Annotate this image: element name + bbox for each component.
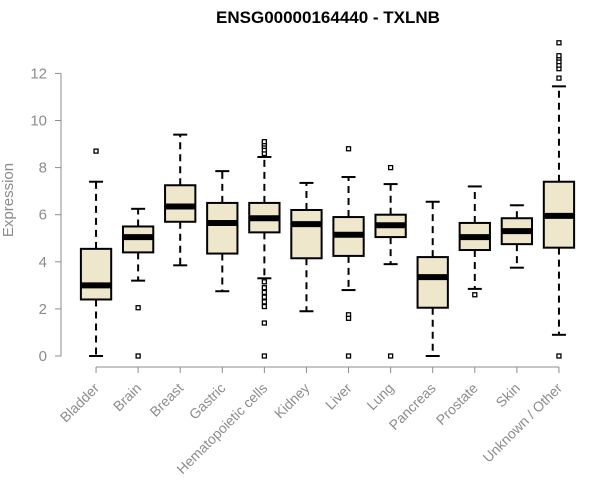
box-brain <box>121 207 155 359</box>
box-series <box>79 40 576 359</box>
box-pancreas <box>416 200 449 357</box>
outlier-point <box>556 40 562 46</box>
box-prostate <box>458 185 491 298</box>
outlier-point <box>345 146 352 152</box>
x-tick-label: Breast <box>146 380 186 420</box>
outlier-point <box>261 285 268 291</box>
outlier-point <box>345 315 352 321</box>
x-tick-label: Brain <box>110 380 144 414</box>
box-bladder <box>79 148 113 357</box>
outlier-point <box>387 353 394 359</box>
outlier-point <box>261 289 268 296</box>
x-tick-label: Prostate <box>433 380 481 428</box>
outlier-point <box>261 279 268 285</box>
outlier-point <box>261 299 268 305</box>
x-tick-label: Kidney <box>271 380 313 422</box>
y-axis-label: Expression <box>0 163 17 237</box>
y-tick-label: 4 <box>39 254 47 271</box>
outlier-point <box>261 294 268 300</box>
y-tick-label: 2 <box>39 301 47 318</box>
x-tick-label: Liver <box>322 380 355 413</box>
y-tick-label: 8 <box>39 160 47 177</box>
x-tick-label: Bladder <box>57 380 103 426</box>
outlier-point <box>556 353 562 359</box>
x-tick-label: Skin <box>492 380 523 411</box>
y-axis: 0 2 4 6 8 10 12 <box>30 65 62 365</box>
box-hematopoietic-cells <box>248 139 281 359</box>
outlier-point <box>345 353 352 359</box>
box-skin <box>500 204 534 269</box>
outlier-point <box>261 303 268 310</box>
iqr-box <box>79 247 113 301</box>
chart-title: ENSG00000164440 - TXLNB <box>216 8 440 27</box>
box-breast <box>164 133 197 267</box>
outlier-point <box>135 305 141 311</box>
box-kidney <box>290 181 323 313</box>
x-tick-label: Unknown / Other <box>479 380 565 466</box>
x-tick-label: Lung <box>363 380 396 413</box>
iqr-box <box>290 208 323 260</box>
box-liver <box>332 146 365 359</box>
outlier-point <box>261 139 268 145</box>
box-gastric <box>206 170 239 293</box>
x-tick-label: Pancreas <box>386 380 439 433</box>
y-tick-label: 10 <box>30 113 47 130</box>
y-tick-label: 12 <box>30 65 47 82</box>
y-tick-label: 0 <box>39 348 47 365</box>
outlier-point <box>556 53 562 59</box>
box-unknown-other <box>542 40 576 359</box>
y-tick-label: 6 <box>39 207 47 224</box>
outlier-point <box>556 75 562 81</box>
iqr-box <box>416 256 449 309</box>
outlier-point <box>387 164 394 171</box>
outlier-point <box>93 148 99 154</box>
box-lung <box>374 164 407 359</box>
outlier-point <box>261 353 268 359</box>
outlier-point <box>261 320 268 326</box>
outlier-point <box>135 353 141 359</box>
outlier-point <box>472 292 478 298</box>
iqr-box <box>206 201 239 255</box>
